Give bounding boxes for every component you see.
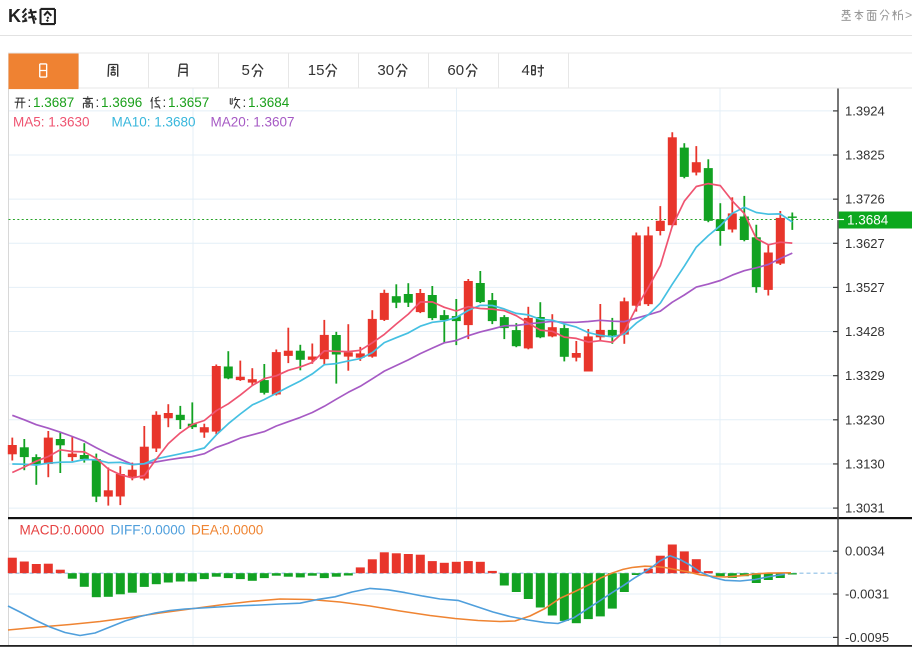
svg-text:1.3527: 1.3527	[845, 280, 885, 295]
svg-text:K: K	[8, 6, 21, 26]
svg-text:15: 15	[308, 62, 325, 79]
svg-text:DEA:: DEA:	[191, 523, 223, 538]
svg-text:0.0000: 0.0000	[144, 523, 185, 538]
svg-text:60: 60	[447, 62, 464, 79]
svg-text:0.0000: 0.0000	[63, 523, 104, 538]
svg-text:1.3329: 1.3329	[845, 368, 885, 383]
svg-text:>: >	[905, 8, 912, 22]
svg-text:1.3825: 1.3825	[845, 148, 885, 163]
svg-text:30: 30	[377, 62, 394, 79]
svg-text:1.3031: 1.3031	[845, 501, 885, 516]
svg-text:MA20: 1.3607: MA20: 1.3607	[211, 115, 295, 130]
svg-text:1.3924: 1.3924	[845, 103, 885, 118]
svg-text:MA10: 1.3680: MA10: 1.3680	[112, 115, 196, 130]
svg-text:MA5: 1.3630: MA5: 1.3630	[13, 115, 90, 130]
svg-text::: :	[96, 95, 100, 110]
svg-text::: :	[163, 95, 167, 110]
svg-text::: :	[28, 95, 32, 110]
svg-text:1.3684: 1.3684	[847, 213, 889, 228]
svg-text:MACD:: MACD:	[20, 523, 64, 538]
svg-text:1.3726: 1.3726	[845, 192, 885, 207]
svg-text:1.3657: 1.3657	[168, 95, 209, 110]
svg-text:1.3130: 1.3130	[845, 456, 885, 471]
svg-text:1.3230: 1.3230	[845, 412, 885, 427]
svg-text:DIFF:: DIFF:	[111, 523, 145, 538]
svg-text:0.0000: 0.0000	[222, 523, 263, 538]
svg-text:5: 5	[242, 62, 250, 79]
svg-text:-0.0095: -0.0095	[845, 630, 889, 645]
svg-text:1.3428: 1.3428	[845, 324, 885, 339]
svg-text:1.3687: 1.3687	[33, 95, 74, 110]
svg-text:1.3627: 1.3627	[845, 236, 885, 251]
svg-text:1.3696: 1.3696	[101, 95, 142, 110]
svg-text:0.0034: 0.0034	[845, 544, 885, 559]
svg-text:4: 4	[522, 62, 530, 79]
svg-text:-0.0031: -0.0031	[845, 587, 889, 602]
svg-text:1.3684: 1.3684	[248, 95, 290, 110]
svg-text::: :	[243, 95, 247, 110]
